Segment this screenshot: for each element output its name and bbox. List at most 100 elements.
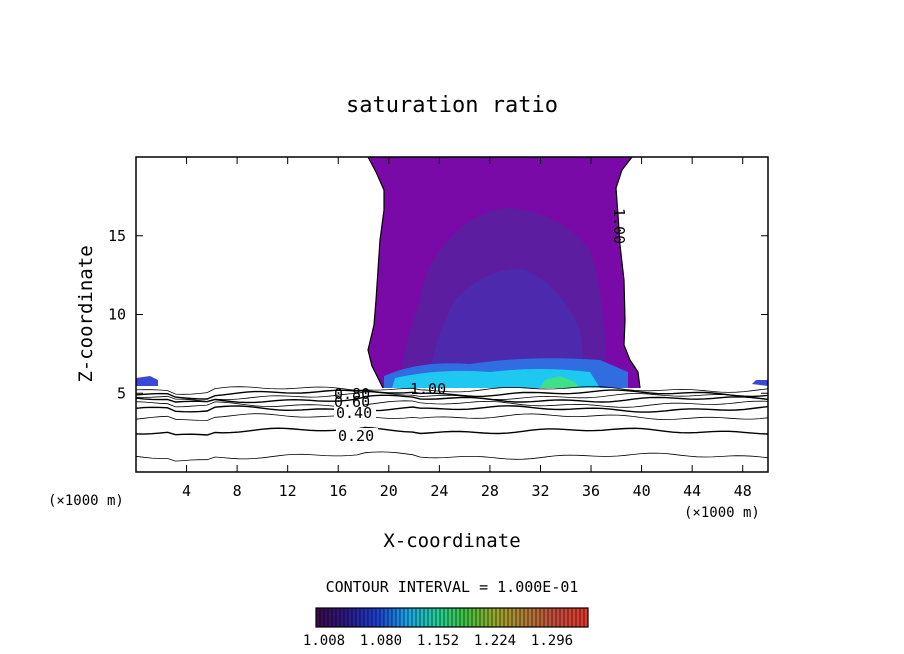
colorbar-swatch	[480, 608, 485, 627]
colorbar-swatch	[316, 608, 321, 627]
colorbar-frame	[315, 607, 589, 628]
colorbar-swatch	[560, 608, 565, 627]
x-tick-label: 48	[734, 482, 752, 500]
colorbar-swatch	[396, 608, 401, 627]
colorbar-swatch	[464, 608, 469, 627]
colorbar-swatch	[484, 608, 489, 627]
colorbar-swatch	[524, 608, 529, 627]
colorbar-swatch	[404, 608, 409, 627]
colorbar-swatch	[384, 608, 389, 627]
contour-label-1-00-base: 1.00	[410, 380, 446, 398]
contour-label-0-60: 0.60	[334, 393, 370, 411]
colorbar-swatch	[388, 608, 393, 627]
colorbar-swatch	[556, 608, 561, 627]
colorbar-swatch	[512, 608, 517, 627]
x-tick-label: 4	[182, 482, 191, 500]
colorbar-tick-label: 1.008	[303, 633, 345, 649]
colorbar-swatch	[532, 608, 537, 627]
cloud-base-green-spots	[540, 376, 580, 388]
plot-area	[136, 157, 768, 462]
y-axis-label: Z-coordinate	[75, 245, 97, 382]
colorbar-swatch	[328, 608, 333, 627]
colorbar-swatch	[400, 608, 405, 627]
x-tick-label: 40	[633, 482, 651, 500]
x-tick-label: 16	[329, 482, 347, 500]
colorbar-swatch	[504, 608, 509, 627]
contour-line	[136, 385, 768, 395]
colorbar-swatch	[544, 608, 549, 627]
contour-labels: 0.20 0.40 0.60 0.80 1.00 1.00	[334, 208, 628, 445]
colorbar-swatch	[456, 608, 461, 627]
contour-lines	[136, 157, 768, 462]
colorbar-swatch	[540, 608, 545, 627]
colorbar-tick-label: 1.152	[417, 633, 459, 649]
cloud-inner-region	[430, 269, 585, 372]
colorbar-swatch	[344, 608, 349, 627]
x-tick-label: 24	[430, 482, 448, 500]
colorbar-swatch	[360, 608, 365, 627]
colorbar-swatch	[420, 608, 425, 627]
colorbar-swatch	[548, 608, 553, 627]
colorbar-swatch	[392, 608, 397, 627]
contour-line	[136, 389, 768, 400]
x-tick-label: 20	[380, 482, 398, 500]
colorbar-swatch	[324, 608, 329, 627]
colorbar-swatch	[424, 608, 429, 627]
left-edge-blob	[136, 376, 158, 386]
colorbar-swatch	[376, 608, 381, 627]
colorbar-swatch	[428, 608, 433, 627]
colorbar-swatch	[516, 608, 521, 627]
contour-line	[136, 400, 768, 408]
x-tick-label: 8	[233, 482, 242, 500]
colorbar-swatch	[496, 608, 501, 627]
colorbar-swatch	[320, 608, 325, 627]
colorbar-swatch	[500, 608, 505, 627]
colorbar-swatch	[508, 608, 513, 627]
colorbar-swatch	[448, 608, 453, 627]
x-axis-label: X-coordinate	[383, 530, 520, 552]
contour-line	[136, 426, 768, 436]
colorbar-swatch	[492, 608, 497, 627]
contour-line	[136, 451, 768, 462]
colorbar-swatch	[468, 608, 473, 627]
colorbar-swatch	[528, 608, 533, 627]
contour-line	[136, 394, 768, 404]
colorbar-swatch	[536, 608, 541, 627]
colorbar-swatch	[584, 608, 589, 627]
colorbar-swatch	[520, 608, 525, 627]
y-axis-ticks: 5 10 15	[108, 227, 768, 402]
colorbar-swatch	[332, 608, 337, 627]
colorbar-swatch	[340, 608, 345, 627]
colorbar-swatch	[440, 608, 445, 627]
y-tick-label: 10	[108, 306, 126, 324]
colorbar-swatch	[568, 608, 573, 627]
x-unit-right: (×1000 m)	[684, 505, 760, 521]
colorbar-swatch	[380, 608, 385, 627]
contour-interval-text: CONTOUR INTERVAL = 1.000E-01	[326, 578, 579, 596]
colorbar-swatch	[460, 608, 465, 627]
colorbar-swatch	[348, 608, 353, 627]
colorbar-swatch	[572, 608, 577, 627]
contour-label-0-80: 0.80	[334, 385, 370, 403]
colorbar	[315, 608, 589, 627]
colorbar-tick-label: 1.080	[360, 633, 402, 649]
colorbar-swatch	[472, 608, 477, 627]
x-tick-label: 28	[481, 482, 499, 500]
colorbar-swatch	[564, 608, 569, 627]
colorbar-swatch	[368, 608, 373, 627]
y-tick-label: 15	[108, 227, 126, 245]
contour-label-1-00-side: 1.00	[610, 208, 628, 244]
x-unit-left: (×1000 m)	[48, 493, 124, 509]
right-edge-blob	[752, 380, 768, 386]
colorbar-swatch	[576, 608, 581, 627]
colorbar-swatch	[408, 608, 413, 627]
x-tick-label: 44	[683, 482, 701, 500]
colorbar-swatch	[452, 608, 457, 627]
colorbar-swatch	[444, 608, 449, 627]
chart-title: saturation ratio	[346, 93, 558, 118]
x-tick-label: 12	[279, 482, 297, 500]
colorbar-swatch	[372, 608, 377, 627]
contour-line	[136, 405, 768, 413]
colorbar-swatch	[580, 608, 585, 627]
colorbar-tick-label: 1.296	[531, 633, 573, 649]
